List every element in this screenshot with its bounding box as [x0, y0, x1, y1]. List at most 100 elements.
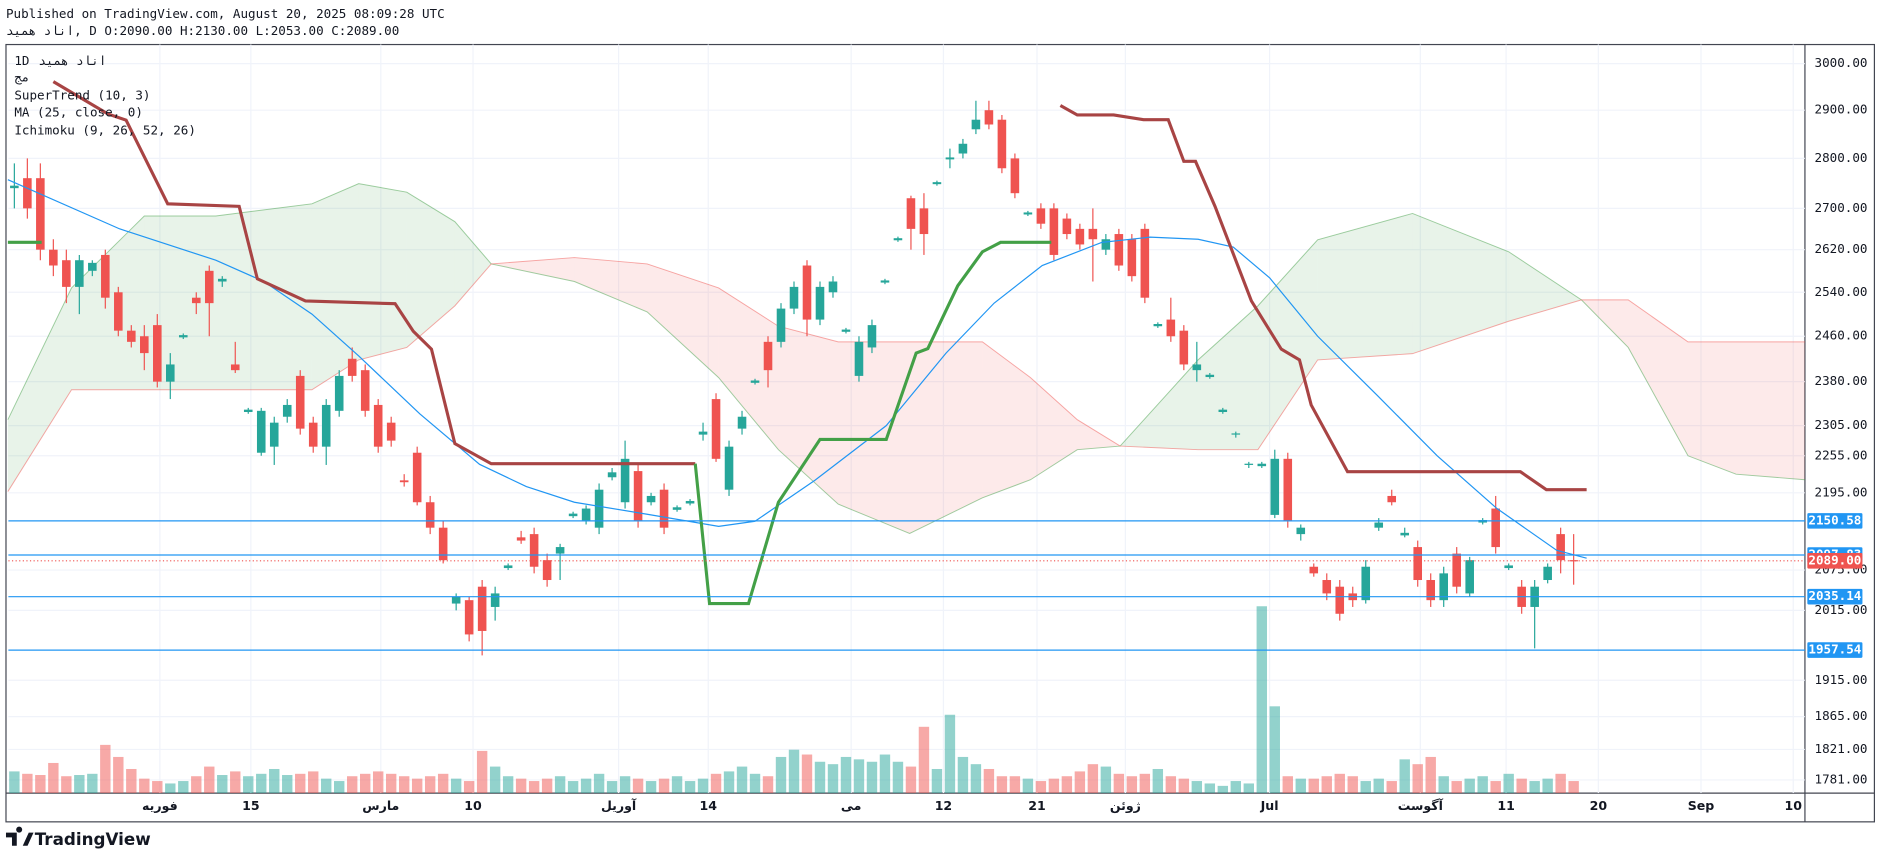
- volume-bar: [1321, 776, 1332, 794]
- level-label: 2035.14: [1808, 588, 1861, 603]
- y-tick-label: 3000.00: [1815, 55, 1868, 70]
- candle-body: [1023, 212, 1033, 215]
- volume-bar: [295, 773, 306, 794]
- cloud-fill: [454, 221, 492, 306]
- volume-bar: [1022, 778, 1034, 794]
- candle-body: [178, 335, 188, 338]
- legend-symbol: اناد همید: [38, 53, 106, 68]
- candle-body: [1556, 534, 1565, 561]
- volume-bar: [191, 776, 202, 794]
- candle-body: [1543, 566, 1552, 581]
- candle-body: [1504, 565, 1513, 569]
- volume-bar: [48, 762, 59, 794]
- volume-bar: [1035, 781, 1047, 794]
- ohlc-line: اناد همید, D O:2090.00 H:2130.00 L:2053.…: [6, 23, 399, 38]
- candle-body: [555, 547, 565, 554]
- volume-bar: [165, 783, 176, 794]
- candle-body: [919, 208, 929, 235]
- candle-body: [1270, 458, 1280, 515]
- volume-bar: [1386, 781, 1397, 794]
- cloud-fill: [1628, 299, 1688, 456]
- candle-body: [217, 278, 227, 282]
- volume-bar: [1139, 773, 1151, 794]
- candle-body: [1335, 586, 1345, 614]
- volume-bar: [256, 773, 267, 794]
- volume-bar: [879, 754, 891, 794]
- plot: 3000.00 2900.00 2800.00 2700.00 2620.00 2540.…: [7, 44, 1868, 813]
- x-tick-label: می: [841, 798, 862, 813]
- volume-bar: [827, 764, 839, 794]
- volume-bar: [126, 768, 137, 794]
- candle-body: [880, 280, 890, 283]
- candle-body: [503, 565, 513, 569]
- candle-body: [1101, 239, 1111, 250]
- volume-bar: [944, 714, 956, 794]
- brand: TradingView: [5, 826, 151, 849]
- volume-bar: [1490, 781, 1501, 794]
- candle-body: [1036, 208, 1046, 224]
- volume-bar: [152, 781, 163, 794]
- volume-bar: [424, 776, 436, 794]
- volume-bar: [334, 781, 345, 794]
- volume-bar: [1165, 776, 1177, 794]
- candle-body: [1283, 458, 1293, 522]
- candle-body: [997, 119, 1007, 169]
- candle-body: [23, 178, 32, 209]
- volume-bar: [22, 773, 33, 794]
- cloud-fill: [1030, 377, 1078, 480]
- candle-body: [127, 330, 136, 342]
- y-tick-label: 2255.00: [1815, 447, 1868, 462]
- volume-bar: [385, 773, 397, 794]
- x-tick-label: ژوئن: [1110, 798, 1141, 813]
- candle-body: [412, 452, 422, 503]
- volume-bar: [567, 781, 579, 794]
- level-label: 2150.58: [1808, 512, 1861, 527]
- candle-body: [191, 297, 201, 304]
- candle-body: [1049, 208, 1059, 255]
- candle-body: [1309, 566, 1319, 574]
- supertrend-line: [52, 80, 696, 466]
- candle-body: [893, 238, 903, 241]
- candle-body: [464, 600, 474, 635]
- volume-bar: [321, 778, 332, 794]
- supertrend-line: [693, 240, 1052, 606]
- candle-body: [1374, 522, 1384, 528]
- volume-bar: [1204, 783, 1216, 794]
- candle-body: [633, 471, 643, 522]
- candle-body: [750, 380, 760, 383]
- volume-bar: [1256, 606, 1267, 794]
- candle-body: [646, 495, 656, 503]
- candle-body: [140, 336, 149, 354]
- plot-area: [7, 44, 1805, 794]
- candle-body: [1166, 319, 1176, 337]
- candle-body: [828, 281, 838, 293]
- candle-body: [737, 416, 747, 429]
- candle-body: [230, 364, 240, 371]
- cloud-fill: [1687, 341, 1737, 475]
- candle-body: [958, 143, 968, 154]
- published: Published on TradingView.com, August 20,…: [6, 6, 445, 21]
- candle-body: [153, 325, 162, 382]
- candle-body: [1127, 239, 1137, 277]
- volume-bar: [1074, 771, 1086, 794]
- volume-bar: [1516, 778, 1527, 794]
- volume-bar: [282, 775, 293, 794]
- candle-body: [1140, 228, 1150, 298]
- candle-body: [1218, 409, 1228, 413]
- candle-body: [10, 185, 19, 189]
- volume-bar: [970, 764, 982, 794]
- candle-body: [308, 422, 318, 447]
- volume-bar: [217, 775, 228, 794]
- candle-body: [1426, 580, 1435, 601]
- volume-bar: [710, 773, 722, 794]
- candle-body: [763, 341, 773, 371]
- candle-body: [490, 593, 500, 607]
- candle-body: [776, 308, 786, 342]
- candle-body: [166, 364, 175, 382]
- x-tick-label: Jul: [1260, 798, 1279, 813]
- y-tick-label: 1915.00: [1815, 672, 1868, 687]
- volume-bar: [840, 756, 852, 794]
- volume-bar: [398, 776, 410, 794]
- volume-bar: [749, 773, 761, 794]
